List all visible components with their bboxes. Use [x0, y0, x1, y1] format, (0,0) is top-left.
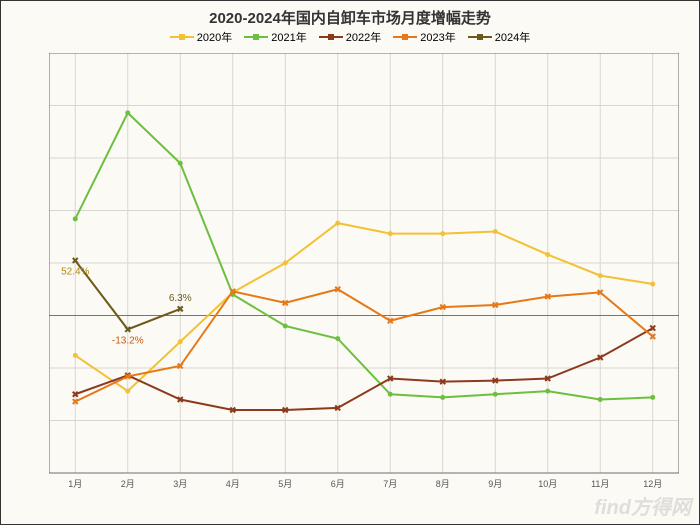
legend-swatch	[393, 36, 417, 38]
svg-text:6.3%: 6.3%	[169, 293, 192, 304]
chart-plot-area: -150%-100%-50%0%50%100%150%200%250%1月2月3…	[49, 53, 679, 493]
watermark: find方得网	[594, 491, 691, 520]
legend-label: 2024年	[495, 29, 530, 45]
legend-item: 2021年	[244, 29, 306, 45]
svg-text:11月: 11月	[591, 479, 609, 489]
svg-text:12月: 12月	[643, 479, 662, 489]
legend-swatch	[244, 36, 268, 38]
svg-text:8月: 8月	[436, 479, 450, 489]
svg-text:2月: 2月	[121, 479, 135, 489]
chart-container: 2020-2024年国内自卸车市场月度增幅走势 2020年2021年2022年2…	[0, 0, 700, 525]
svg-text:5月: 5月	[278, 479, 292, 489]
svg-text:10月: 10月	[538, 479, 557, 489]
svg-text:52.4%: 52.4%	[61, 266, 89, 277]
svg-text:1月: 1月	[68, 479, 82, 489]
legend-label: 2023年	[420, 29, 455, 45]
legend-swatch	[170, 36, 194, 38]
svg-text:3月: 3月	[173, 479, 187, 489]
svg-text:6月: 6月	[331, 479, 345, 489]
chart-title: 2020-2024年国内自卸车市场月度增幅走势	[1, 7, 699, 28]
svg-text:4月: 4月	[226, 479, 240, 489]
chart-svg: -150%-100%-50%0%50%100%150%200%250%1月2月3…	[49, 53, 679, 493]
legend-swatch	[468, 36, 492, 38]
legend-item: 2024年	[468, 29, 530, 45]
legend-item: 2023年	[393, 29, 455, 45]
legend-label: 2022年	[346, 29, 381, 45]
svg-text:-13.2%: -13.2%	[112, 335, 144, 346]
legend-item: 2022年	[319, 29, 381, 45]
chart-legend: 2020年 2021年 2022年 2023年 2024年	[1, 29, 699, 45]
svg-text:7月: 7月	[383, 479, 397, 489]
svg-text:9月: 9月	[488, 479, 502, 489]
legend-swatch	[319, 36, 343, 38]
legend-label: 2020年	[197, 29, 232, 45]
legend-label: 2021年	[271, 29, 306, 45]
legend-item: 2020年	[170, 29, 232, 45]
